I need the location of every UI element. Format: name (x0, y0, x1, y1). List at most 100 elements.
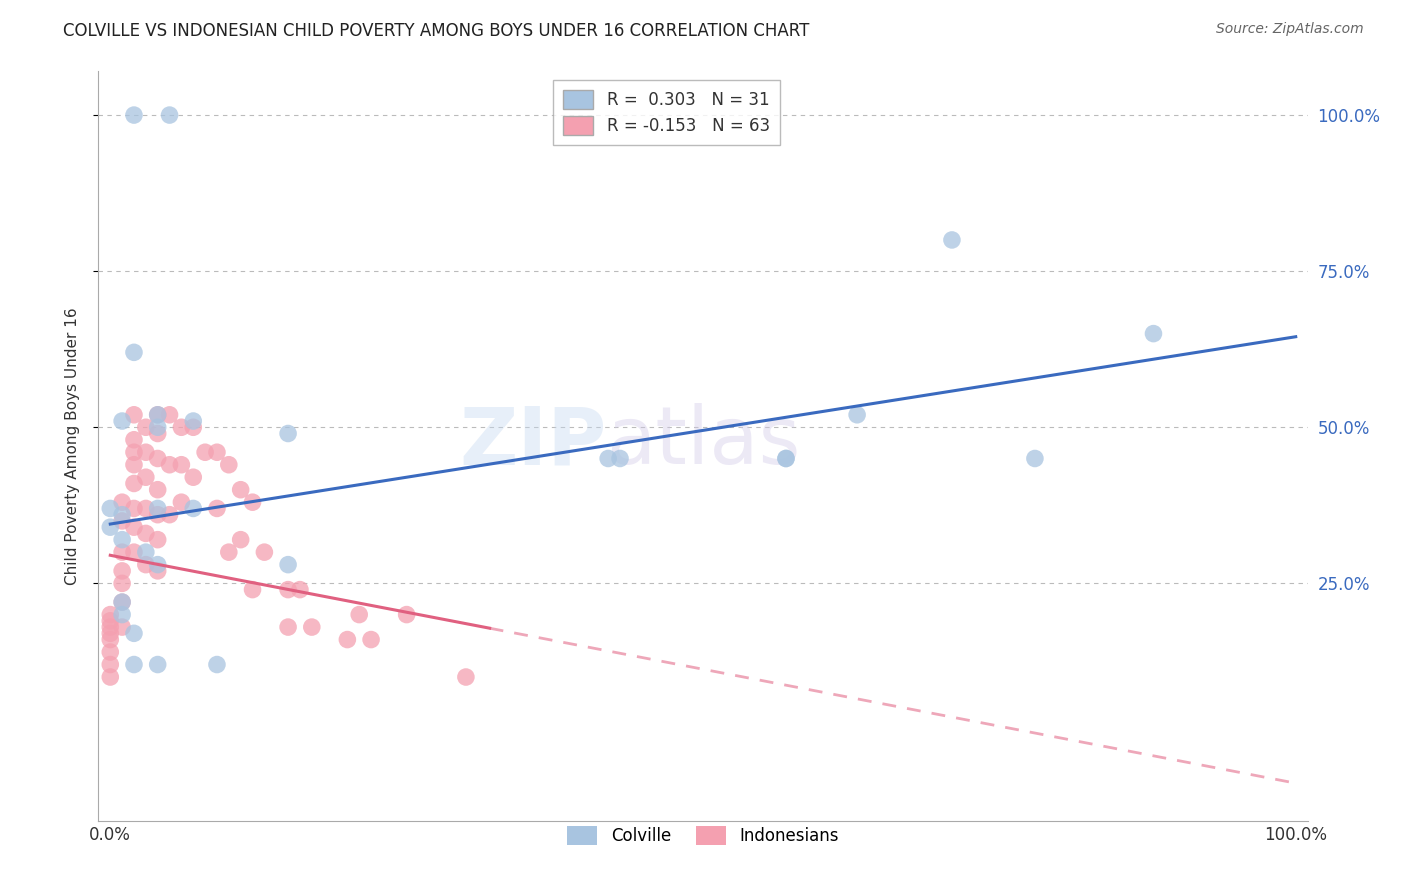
Point (229, 483, 252, 497)
Point (111, 508, 134, 522)
Point (395, 607, 418, 622)
Point (111, 595, 134, 609)
Point (205, 657, 228, 672)
Point (146, 420, 169, 434)
Point (347, 607, 370, 622)
Point (146, 426, 169, 441)
Point (135, 526, 157, 541)
Point (336, 632, 359, 647)
Point (288, 582, 311, 597)
Point (775, 451, 797, 466)
Text: ZIP: ZIP (458, 403, 606, 482)
Point (242, 495, 264, 509)
Point (846, 408, 869, 422)
Point (181, 420, 204, 434)
Point (111, 564, 134, 578)
Point (122, 657, 145, 672)
Point (122, 445, 145, 459)
Text: Source: ZipAtlas.com: Source: ZipAtlas.com (1216, 22, 1364, 37)
Point (122, 626, 145, 640)
Point (277, 426, 299, 441)
Point (135, 558, 157, 572)
Point (277, 620, 299, 634)
Point (146, 501, 169, 516)
Point (98, 520, 121, 534)
Point (194, 445, 217, 459)
Point (98, 657, 121, 672)
Point (941, 233, 963, 247)
Point (181, 470, 204, 484)
Point (111, 495, 134, 509)
Point (1024, 451, 1046, 466)
Point (360, 632, 382, 647)
Point (181, 501, 204, 516)
Point (122, 433, 145, 447)
Point (122, 520, 145, 534)
Point (122, 458, 145, 472)
Text: COLVILLE VS INDONESIAN CHILD POVERTY AMONG BOYS UNDER 16 CORRELATION CHART: COLVILLE VS INDONESIAN CHILD POVERTY AMO… (63, 22, 810, 40)
Point (98, 670, 121, 684)
Point (159, 108, 181, 122)
Point (159, 408, 181, 422)
Point (135, 470, 157, 484)
Point (181, 414, 204, 428)
Legend: Colville, Indonesians: Colville, Indonesians (560, 818, 846, 854)
Point (146, 508, 169, 522)
Text: atlas: atlas (606, 403, 800, 482)
Point (170, 420, 193, 434)
Point (146, 408, 169, 422)
Y-axis label: Child Poverty Among Boys Under 16: Child Poverty Among Boys Under 16 (65, 307, 80, 585)
Point (146, 408, 169, 422)
Point (98, 614, 121, 628)
Point (159, 508, 181, 522)
Point (98, 620, 121, 634)
Point (135, 420, 157, 434)
Point (205, 445, 228, 459)
Point (159, 458, 181, 472)
Point (111, 533, 134, 547)
Point (122, 545, 145, 559)
Point (146, 657, 169, 672)
Point (253, 545, 276, 559)
Point (111, 514, 134, 528)
Point (111, 595, 134, 609)
Point (98, 626, 121, 640)
Point (122, 408, 145, 422)
Point (98, 607, 121, 622)
Point (146, 558, 169, 572)
Point (98, 632, 121, 647)
Point (205, 501, 228, 516)
Point (146, 451, 169, 466)
Point (609, 451, 631, 466)
Point (122, 345, 145, 359)
Point (111, 545, 134, 559)
Point (135, 445, 157, 459)
Point (111, 620, 134, 634)
Point (775, 451, 797, 466)
Point (146, 483, 169, 497)
Point (122, 476, 145, 491)
Point (1142, 326, 1164, 341)
Point (111, 607, 134, 622)
Point (598, 451, 620, 466)
Point (229, 533, 252, 547)
Point (111, 576, 134, 591)
Point (122, 501, 145, 516)
Point (242, 582, 264, 597)
Point (135, 545, 157, 559)
Point (146, 533, 169, 547)
Point (218, 545, 240, 559)
Point (454, 670, 477, 684)
Point (122, 108, 145, 122)
Point (170, 458, 193, 472)
Point (277, 558, 299, 572)
Point (98, 501, 121, 516)
Point (98, 645, 121, 659)
Point (277, 582, 299, 597)
Point (135, 501, 157, 516)
Point (111, 414, 134, 428)
Point (301, 620, 323, 634)
Point (218, 458, 240, 472)
Point (170, 495, 193, 509)
Point (146, 564, 169, 578)
